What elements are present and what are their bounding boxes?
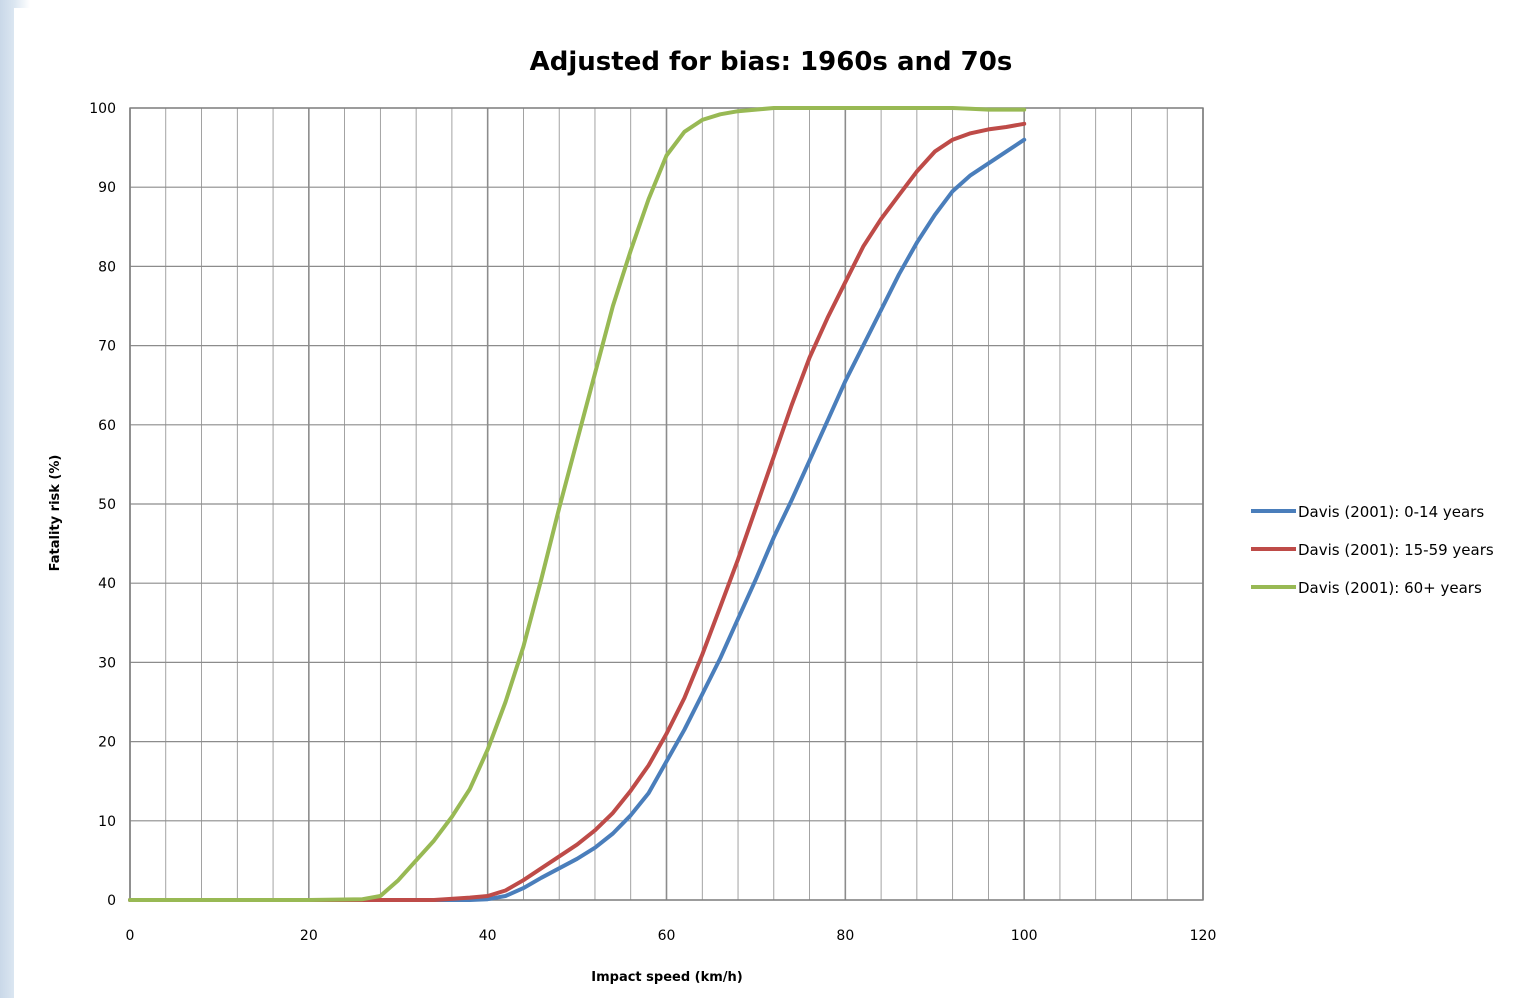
series-lines (128, 106, 1027, 902)
y-axis-label: Fatality risk (%) (48, 455, 63, 572)
line-chart: Adjusted for bias: 1960s and 70s 0 10 20 30… (48, 47, 1494, 985)
legend-label: Davis (2001): 15-59 years (1298, 541, 1494, 559)
y-tick-label: 20 (98, 735, 116, 751)
chart-frame: Adjusted for bias: 1960s and 70s 0 10 20 30… (14, 8, 1526, 998)
y-tick-label: 50 (98, 497, 116, 513)
y-tick-label: 10 (98, 814, 116, 830)
y-tick-label: 70 (98, 339, 116, 355)
chart-title: Adjusted for bias: 1960s and 70s (530, 47, 1013, 77)
y-axis-ticks: 0 10 20 30 40 50 60 70 80 90 100 (89, 101, 116, 909)
x-tick-label: 100 (1011, 928, 1038, 944)
x-axis-ticks: 0 20 40 60 80 100 120 (126, 928, 1217, 944)
x-tick-label: 120 (1190, 928, 1217, 944)
y-tick-label: 40 (98, 576, 116, 592)
x-axis-label: Impact speed (km/h) (591, 970, 743, 985)
plot-area-border (129, 107, 1204, 901)
legend-label: Davis (2001): 60+ years (1298, 579, 1482, 597)
y-tick-label: 80 (98, 259, 116, 275)
x-tick-label: 20 (300, 928, 318, 944)
y-tick-label: 100 (89, 101, 116, 117)
x-tick-label: 0 (126, 928, 135, 944)
legend-label: Davis (2001): 0-14 years (1298, 503, 1484, 521)
x-tick-label: 80 (836, 928, 854, 944)
series-line-1 (128, 137, 1027, 902)
series-line-2 (128, 121, 1027, 902)
grid (129, 107, 1204, 901)
y-tick-label: 90 (98, 180, 116, 196)
y-tick-label: 30 (98, 655, 116, 671)
x-tick-label: 40 (479, 928, 497, 944)
y-tick-label: 0 (107, 893, 116, 909)
x-tick-label: 60 (658, 928, 676, 944)
series-line-3 (128, 106, 1027, 902)
y-tick-label: 60 (98, 418, 116, 434)
legend: Davis (2001): 0-14 years Davis (2001): 15… (1251, 503, 1494, 597)
